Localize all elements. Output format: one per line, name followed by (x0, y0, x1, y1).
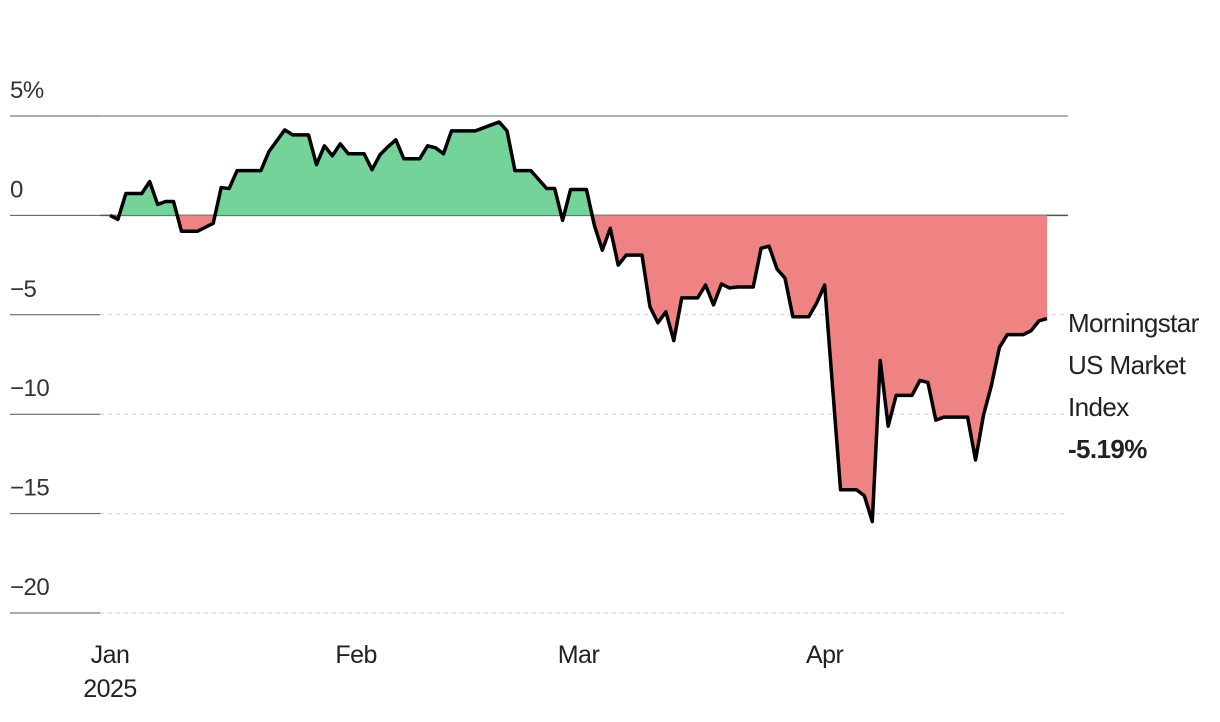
y-tick-label: −5 (10, 276, 37, 303)
x-tick-label: Mar (557, 641, 600, 669)
areas (110, 121, 1047, 522)
y-tick-label: −10 (10, 375, 49, 402)
series-name: Morningstar US Market Index (1068, 308, 1199, 422)
value-label: -5.19% (1068, 434, 1147, 464)
area-positive (119, 121, 593, 216)
x-tick-label: Feb (335, 641, 377, 669)
y-tick-label: 0 (10, 176, 23, 203)
end-label: Morningstar US Market Index -5.19% (1068, 302, 1218, 470)
x-tick-label: Apr (805, 641, 844, 669)
lines (109, 120, 1048, 524)
grid: 5% 0 −5 −10 −15 −20 (10, 77, 1068, 614)
y-tick-label: 5% (10, 77, 44, 104)
y-tick-label: −15 (10, 475, 49, 502)
area-negative (110, 215, 1047, 522)
x-tick-label: Jan 2025 (83, 641, 137, 703)
line (109, 120, 1048, 524)
y-tick-label: −20 (10, 574, 49, 601)
